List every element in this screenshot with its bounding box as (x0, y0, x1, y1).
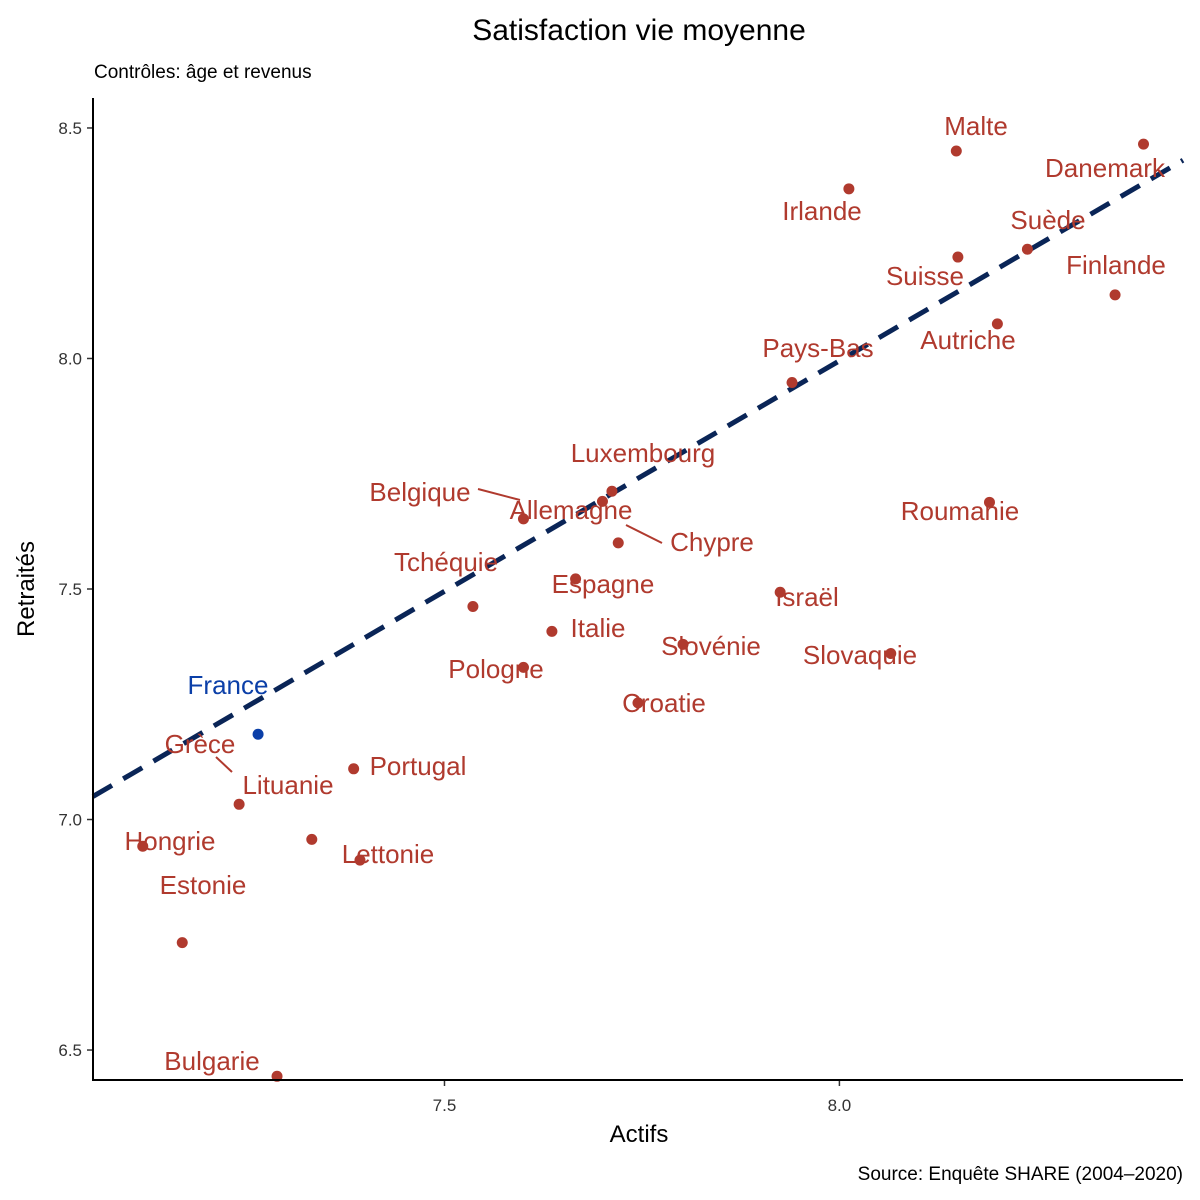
trend-line-group (91, 158, 1185, 799)
point-hongrie (137, 840, 149, 852)
data-points (137, 138, 1150, 1082)
y-tick-label: 7.5 (58, 580, 82, 599)
point-irlande (843, 183, 855, 195)
x-tick-label: 7.5 (433, 1096, 457, 1115)
chart-title: Satisfaction vie moyenne (472, 14, 806, 47)
label-allemagne: Allemagne (510, 495, 633, 525)
label-croatie: Croatie (622, 688, 706, 718)
point-roumanie (983, 496, 995, 508)
point-suede (1021, 243, 1033, 255)
label-danemark: Danemark (1045, 153, 1166, 183)
label-portugal: Portugal (370, 751, 467, 781)
label-espagne: Espagne (552, 569, 655, 599)
point-lettonie (354, 854, 366, 866)
y-tick-label: 8.5 (58, 119, 82, 138)
point-autriche (991, 318, 1003, 330)
point-slovaquie (885, 648, 897, 660)
point-portugal (348, 763, 360, 775)
label-suede: Suède (1010, 205, 1085, 235)
point-grece (233, 798, 245, 810)
point-slovenie (677, 638, 689, 650)
label-hongrie: Hongrie (124, 826, 215, 856)
y-tick-label: 7.0 (58, 811, 82, 830)
x-tick-label: 8.0 (828, 1096, 852, 1115)
label-estonie: Estonie (160, 870, 247, 900)
label-pays-bas: Pays-Bas (762, 333, 873, 363)
axis-ticks: 6.5 7.0 7.5 8.0 8.5 7.5 8.0 (58, 119, 851, 1115)
point-danemark (1138, 138, 1150, 150)
label-connectors (215, 488, 663, 773)
label-israel: Israël (775, 582, 839, 612)
label-slovaquie: Slovaquie (803, 640, 917, 670)
label-autriche: Autriche (920, 325, 1015, 355)
point-labels: France Malte Danemark Irlande Suède Suisse Fin… (124, 111, 1165, 1076)
connector-chypre (625, 524, 663, 544)
point-lituanie (306, 833, 318, 845)
label-grece: Grèce (165, 729, 236, 759)
label-lituanie: Lituanie (242, 770, 333, 800)
point-malte (950, 145, 962, 157)
point-finlande (1109, 289, 1121, 301)
point-suisse (952, 251, 964, 263)
point-espagne (570, 573, 582, 585)
point-tchequie (467, 601, 479, 613)
point-estonie (176, 937, 188, 949)
chart-subtitle: Contrôles: âge et revenus (94, 62, 312, 83)
point-allemagne (596, 495, 608, 507)
label-finlande: Finlande (1066, 250, 1166, 280)
point-chypre (612, 537, 624, 549)
label-luxembourg: Luxembourg (571, 438, 716, 468)
label-belgique: Belgique (369, 477, 470, 507)
label-slovenie: Slovénie (661, 631, 761, 661)
point-pologne (517, 661, 529, 673)
label-pologne: Pologne (448, 654, 543, 684)
label-lettonie: Lettonie (342, 839, 435, 869)
point-pays-bas (786, 376, 798, 388)
y-tick-label: 6.5 (58, 1041, 82, 1060)
label-italie: Italie (571, 613, 626, 643)
point-italie (546, 625, 558, 637)
y-axis-title: Retraités (13, 541, 40, 637)
label-suisse: Suisse (886, 261, 964, 291)
label-malte: Malte (944, 111, 1008, 141)
point-croatie (632, 697, 644, 709)
label-tchequie: Tchéquie (394, 547, 498, 577)
point-luxembourg (606, 485, 618, 497)
label-chypre: Chypre (670, 527, 754, 557)
connector-grece (215, 756, 233, 773)
y-tick-label: 8.0 (58, 349, 82, 368)
label-irlande: Irlande (782, 196, 862, 226)
point-belgique (517, 513, 529, 525)
x-axis-title: Actifs (610, 1121, 669, 1148)
axes (92, 98, 1183, 1081)
label-roumanie: Roumanie (901, 496, 1020, 526)
trend-line (91, 158, 1185, 799)
label-bulgarie: Bulgarie (164, 1046, 259, 1076)
chart-caption: Source: Enquête SHARE (2004–2020) (858, 1164, 1183, 1185)
label-france: France (188, 670, 269, 700)
connector-belgique (477, 488, 521, 501)
point-france (252, 728, 264, 740)
point-israel (774, 586, 786, 598)
